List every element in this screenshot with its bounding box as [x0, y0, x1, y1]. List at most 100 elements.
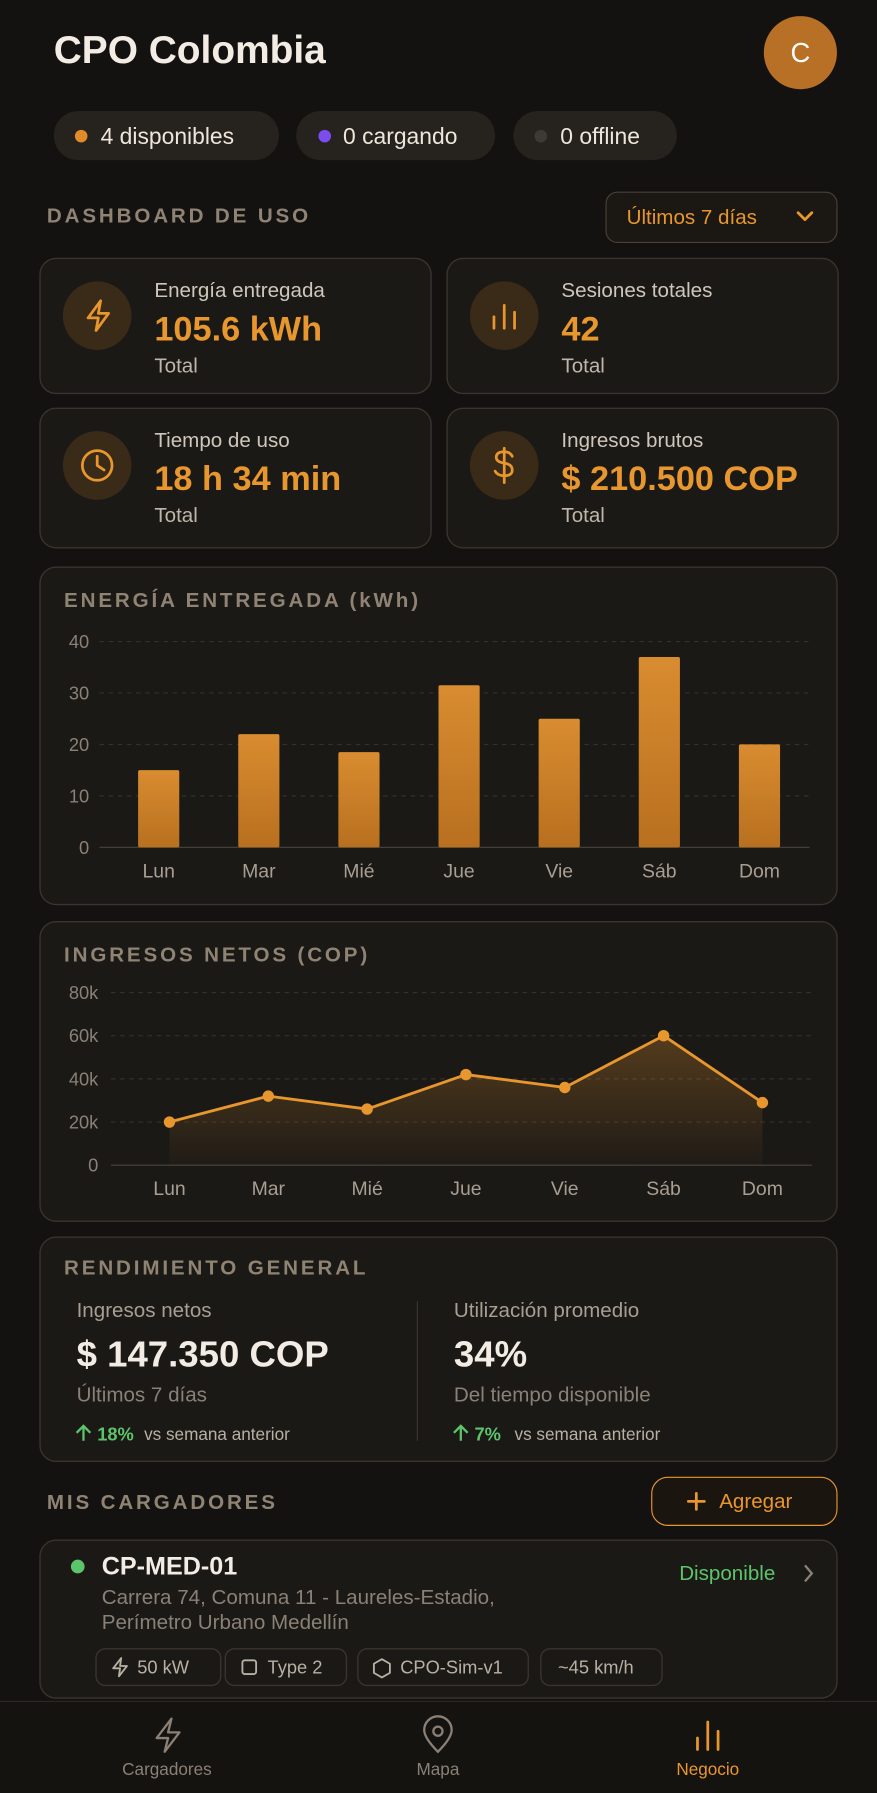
x-tick-label: Lun	[142, 860, 174, 882]
stat-note: Total	[154, 504, 197, 527]
status-dot	[534, 129, 548, 143]
x-tick-label: Mar	[252, 1178, 286, 1200]
metric-note: Últimos 7 días	[77, 1384, 207, 1407]
bar	[138, 770, 180, 848]
x-tick-label: Sáb	[646, 1178, 681, 1200]
icon-bg	[62, 281, 132, 350]
plus-icon	[686, 1491, 706, 1511]
status-pill[interactable]	[53, 110, 279, 161]
nav-label[interactable]: Mapa	[416, 1759, 459, 1779]
bar	[238, 734, 280, 848]
stat-value: 42	[561, 310, 599, 348]
metric-change: 7%	[475, 1423, 501, 1444]
y-tick-label: 60k	[69, 1025, 99, 1046]
metric-label: Utilización promedio	[454, 1299, 639, 1322]
up-arrow	[75, 1424, 92, 1441]
status-pill[interactable]	[296, 110, 496, 161]
clock-hands	[95, 454, 106, 472]
status-pill[interactable]	[513, 110, 677, 161]
tag-text: ~45 km/h	[558, 1657, 634, 1678]
metric-change: 18%	[97, 1423, 134, 1444]
stat-value: 18 h 34 min	[154, 460, 341, 498]
chevron-right	[804, 1564, 814, 1583]
metric-value: $ 147.350 COP	[77, 1333, 329, 1374]
x-tick-label: Lun	[153, 1178, 185, 1200]
status-dot	[70, 1559, 85, 1574]
nav-icon[interactable]	[155, 1717, 181, 1753]
x-tick-label: Vie	[551, 1178, 579, 1200]
status-dot	[74, 129, 88, 143]
dollar-icon	[493, 446, 514, 484]
tag	[95, 1648, 222, 1687]
bar	[338, 752, 380, 848]
bar	[438, 685, 480, 848]
y-tick-label: 30	[69, 682, 89, 703]
tag-icon	[112, 1657, 128, 1678]
section-title: RENDIMIENTO GENERAL	[64, 1257, 368, 1280]
x-tick-label: Vie	[545, 860, 573, 882]
status-text: 0 offline	[560, 123, 640, 149]
stat-note: Total	[154, 354, 197, 377]
stat-label: Ingresos brutos	[561, 429, 703, 452]
point	[361, 1103, 373, 1115]
card	[446, 257, 839, 395]
y-tick-label: 20k	[69, 1112, 99, 1133]
bar	[538, 718, 580, 848]
point	[262, 1090, 275, 1102]
metric-note: Del tiempo disponible	[454, 1384, 651, 1407]
add-button[interactable]	[651, 1476, 838, 1526]
tag-text: Type 2	[268, 1657, 323, 1678]
charger-card[interactable]	[39, 1539, 838, 1699]
x-tick-label: Jue	[450, 1178, 481, 1200]
nav-icon[interactable]	[696, 1720, 720, 1751]
x-tick-label: Dom	[742, 1178, 783, 1200]
performance-card	[39, 1236, 838, 1463]
section-title: DASHBOARD DE USO	[47, 205, 311, 228]
tag	[224, 1648, 348, 1687]
nav-label[interactable]: Negocio	[676, 1759, 739, 1779]
charger-address: Carrera 74, Comuna 11 - Laureles-Estadio…	[102, 1586, 495, 1609]
add-text: Agregar	[719, 1490, 792, 1513]
status-text: 0 cargando	[343, 123, 457, 149]
section-title: MIS CARGADORES	[47, 1491, 278, 1514]
point	[559, 1081, 571, 1094]
x-tick-label: Dom	[739, 860, 780, 882]
stat-note: Total	[561, 504, 604, 527]
nav-icon[interactable]	[423, 1715, 453, 1754]
bar	[738, 744, 781, 848]
chevron-down	[796, 211, 814, 221]
tag-text: CPO-Sim-v1	[400, 1657, 503, 1678]
chart-title: INGRESOS NETOS (COP)	[64, 943, 370, 966]
y-tick-label: 10	[69, 785, 89, 806]
metric-label: Ingresos netos	[77, 1299, 212, 1322]
up-arrow	[453, 1424, 469, 1441]
point	[163, 1116, 176, 1128]
point	[460, 1068, 472, 1081]
stat-card: Tiempo de uso 18 h 34 min Total	[39, 407, 432, 549]
nav-label[interactable]: Cargadores	[122, 1759, 212, 1779]
avatar[interactable]	[763, 16, 837, 90]
charger-name: CP-MED-01	[102, 1553, 238, 1581]
y-tick-label: 40	[69, 631, 89, 652]
chart-icon	[492, 303, 516, 330]
charger-address: Perímetro Urbano Medellín	[102, 1611, 349, 1634]
y-tick-label: 20	[69, 734, 89, 755]
stat-card: Energía entregada 105.6 kWh Total	[39, 257, 432, 395]
metric-compare: vs semana anterior	[144, 1424, 290, 1444]
y-tick-label: 0	[88, 1155, 98, 1176]
tag	[357, 1648, 529, 1687]
card	[446, 407, 839, 549]
stat-note: Total	[561, 354, 604, 377]
stat-card: Ingresos brutos $ 210.500 COP Total	[446, 407, 839, 549]
point	[756, 1096, 769, 1109]
x-tick-label: Sáb	[642, 860, 677, 882]
point	[657, 1029, 670, 1042]
stat-label: Energía entregada	[154, 279, 325, 302]
card	[39, 407, 432, 549]
period-select[interactable]	[605, 191, 838, 244]
metric-value: 34%	[454, 1333, 527, 1374]
status-dot	[318, 129, 332, 143]
stat-card: Sesiones totales 42 Total	[446, 257, 839, 395]
